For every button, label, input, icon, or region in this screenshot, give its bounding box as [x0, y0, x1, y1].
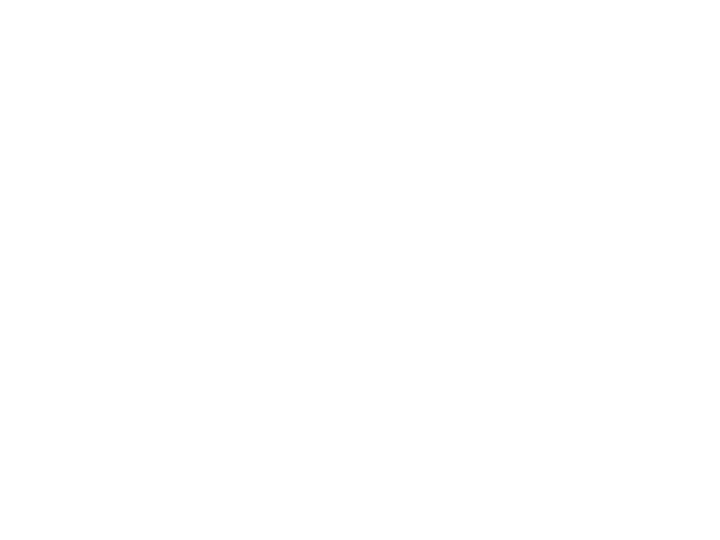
Text: $\dfrac{dF_B}{dV} = r_B +$: $\dfrac{dF_B}{dV} = r_B +$	[394, 282, 484, 323]
Text: $\dfrac{dF_A}{dV} = r_A$: $\dfrac{dF_A}{dV} = r_A$	[266, 222, 338, 263]
FancyBboxPatch shape	[502, 282, 554, 323]
Text: PFR: PFR	[281, 175, 323, 194]
Text: $\dfrac{dF_B}{dV} = r_B$: $\dfrac{dF_B}{dV} = r_B$	[266, 282, 338, 323]
Text: $\dfrac{dF_D}{dV} = r_D$: $\dfrac{dF_D}{dV} = r_D$	[432, 343, 507, 383]
Text: $\dfrac{dF_A}{dV} = r_A$: $\dfrac{dF_A}{dV} = r_A$	[433, 222, 505, 263]
Text: Species A:: Species A:	[129, 235, 208, 250]
Text: MR: MR	[452, 175, 487, 194]
Text: Darcy's law: Darcy's law	[575, 326, 631, 336]
Text: Solution:: Solution:	[118, 85, 217, 105]
Text: Species U:: Species U:	[129, 423, 210, 438]
Text: $\dfrac{dF_D}{dV} = r_D$: $\dfrac{dF_D}{dV} = r_D$	[265, 343, 339, 383]
Text: $\dfrac{dF_U}{dV} = r_U$: $\dfrac{dF_U}{dV} = r_U$	[265, 410, 339, 451]
Text: Mole Balances for both the PFR and MR: Mole Balances for both the PFR and MR	[118, 114, 552, 134]
Text: $R_B$: $R_B$	[515, 291, 541, 315]
Text: Species B:: Species B:	[129, 295, 209, 310]
Text: Species D:: Species D:	[129, 356, 210, 370]
Text: $\dfrac{dF_U}{dV} = r_U$: $\dfrac{dF_U}{dV} = r_U$	[432, 410, 507, 451]
